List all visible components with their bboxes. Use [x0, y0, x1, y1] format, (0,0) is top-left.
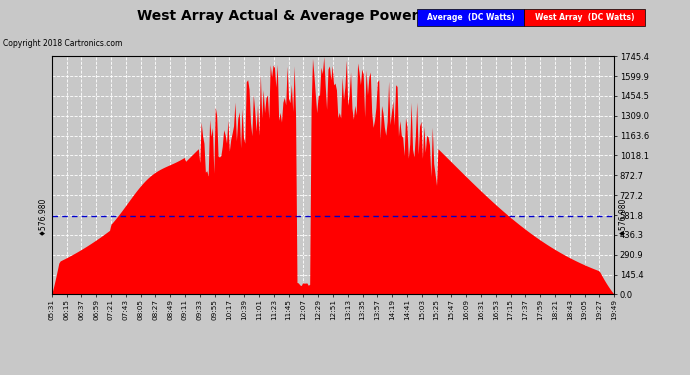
- Text: West Array  (DC Watts): West Array (DC Watts): [535, 13, 635, 22]
- Text: West Array Actual & Average Power Sat Jun 16 20:07: West Array Actual & Average Power Sat Ju…: [137, 9, 553, 23]
- Text: Copyright 2018 Cartronics.com: Copyright 2018 Cartronics.com: [3, 39, 123, 48]
- Text: ♦576.980: ♦576.980: [618, 196, 627, 235]
- Text: Average  (DC Watts): Average (DC Watts): [427, 13, 515, 22]
- Text: ♦576.980: ♦576.980: [38, 196, 47, 235]
